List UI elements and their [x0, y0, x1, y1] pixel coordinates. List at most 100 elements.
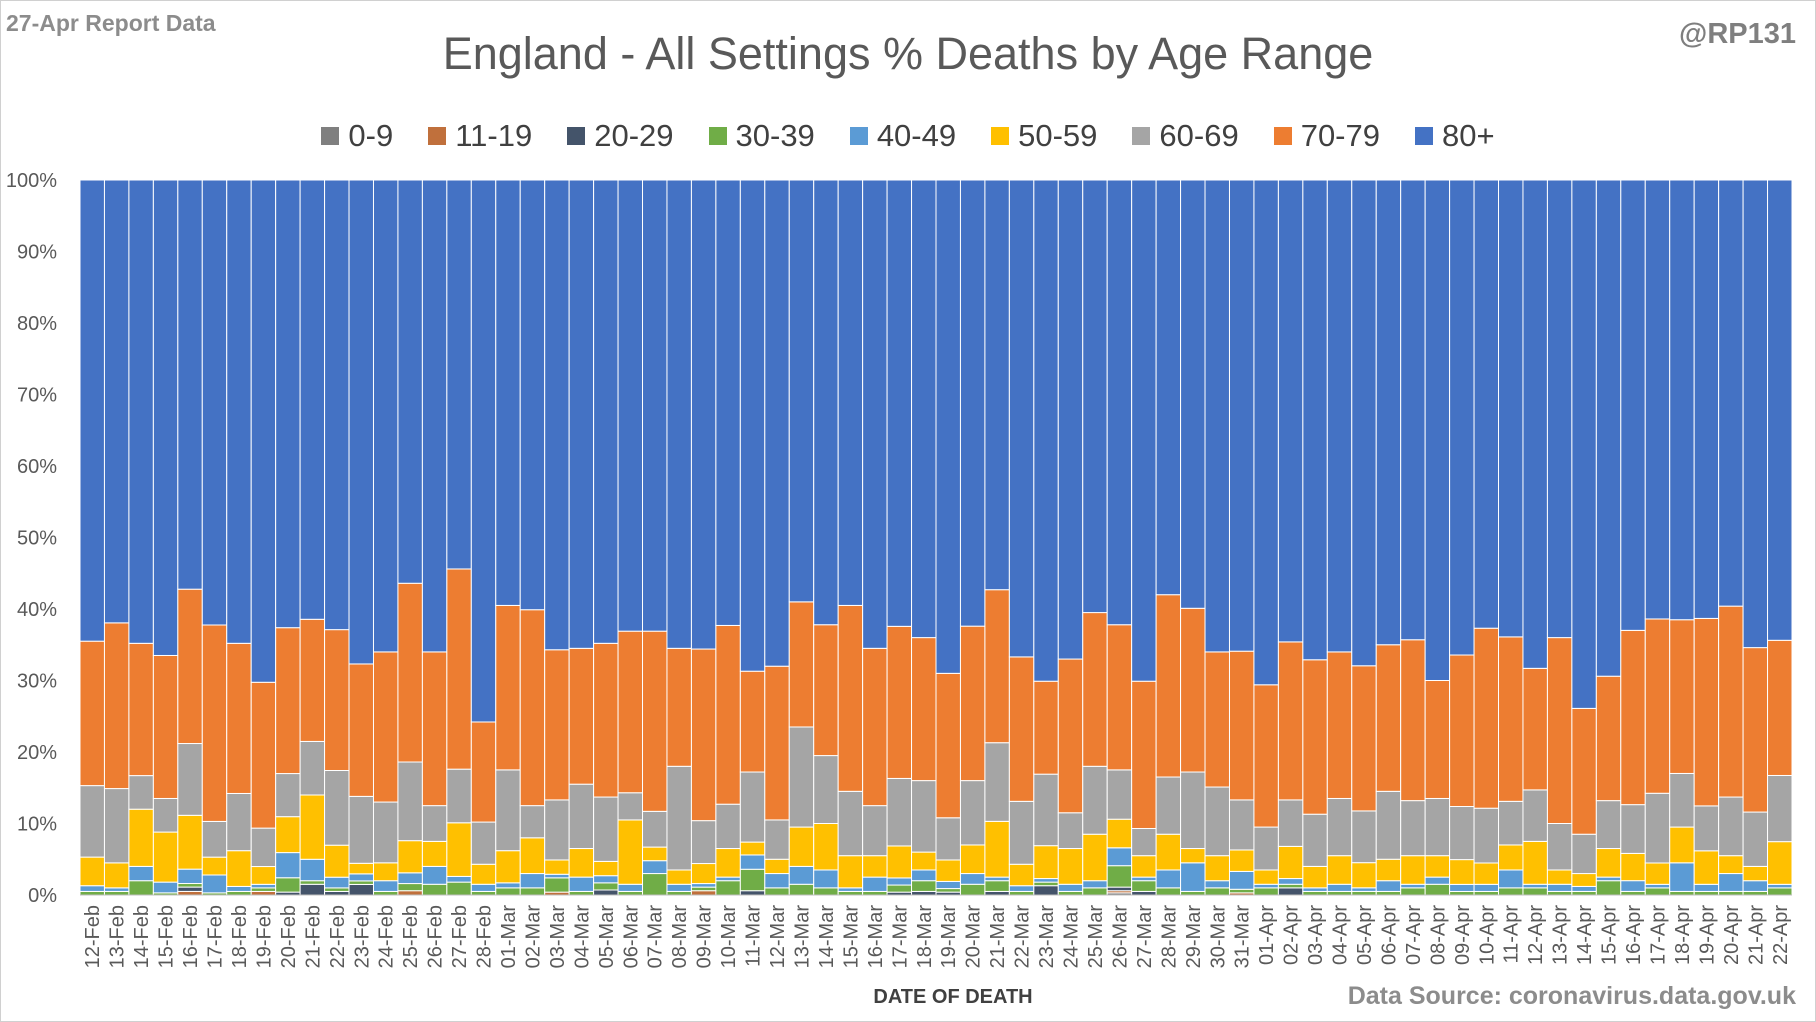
bar-segment-30-39 — [788, 883, 815, 896]
bar-segment-80 — [1277, 179, 1304, 643]
legend-swatch — [567, 127, 586, 145]
bar-segment-70-79 — [128, 642, 154, 777]
x-tick-label: 02-Mar — [522, 905, 544, 969]
x-tick-label: 21-Feb — [302, 905, 324, 968]
bar-segment-60-69 — [1302, 813, 1328, 867]
bar-segment-40-49 — [1326, 883, 1353, 892]
bar-segment-50-59 — [1669, 826, 1695, 864]
bar-segment-80 — [1693, 179, 1720, 619]
bar-segment-80 — [275, 179, 301, 629]
bar-segment-30-39 — [1595, 880, 1622, 896]
bar-segment-20-29 — [1033, 885, 1059, 896]
legend-item-60-69: 60-69 — [1132, 118, 1239, 154]
bar-segment-30-39 — [79, 890, 105, 896]
bar-segment-40-49 — [1302, 887, 1328, 892]
bar-segment-50-59 — [1082, 833, 1108, 882]
bar-segment-30-39 — [1326, 890, 1353, 896]
bar-segment-30-39 — [1449, 890, 1475, 896]
bar-segment-40-49 — [1546, 883, 1573, 892]
bar-segment-11-19 — [690, 890, 717, 896]
bar-segment-40-49 — [519, 873, 546, 889]
chart-title: England - All Settings % Deaths by Age R… — [442, 28, 1374, 79]
x-tick-label: 30-Mar — [1207, 905, 1229, 969]
x-tick-label: 09-Mar — [694, 905, 716, 969]
bar-segment-80 — [764, 179, 790, 667]
bar-segment-50-59 — [666, 869, 692, 885]
x-tick-label: 13-Feb — [107, 905, 129, 968]
bar-segment-60-69 — [275, 773, 301, 818]
bar-segment-20-29 — [593, 889, 619, 896]
bar-segment-30-39 — [397, 883, 423, 892]
legend-label: 40-49 — [876, 118, 957, 153]
bar-segment-70-79 — [1693, 617, 1720, 807]
bar-segment-80 — [1669, 179, 1695, 621]
bar-segment-50-59 — [1326, 855, 1353, 885]
bar-segment-70-79 — [1669, 619, 1695, 774]
bar-segment-40-49 — [1473, 883, 1500, 892]
legend-item-50-59: 50-59 — [991, 118, 1097, 154]
bar-segment-30-39 — [1498, 887, 1524, 896]
bar-segment-60-69 — [666, 765, 692, 871]
bar-segment-40-49 — [397, 872, 423, 885]
bar-segment-80 — [1302, 179, 1328, 661]
data-source: Data Source: coronavirus.data.gov.uk — [1347, 982, 1796, 1010]
bar-segment-50-59 — [299, 794, 326, 860]
bar-segment-70-79 — [446, 568, 472, 770]
bar-segment-80 — [201, 179, 228, 626]
bar-segment-50-59 — [103, 862, 130, 889]
author-handle: @RP131 — [1679, 18, 1796, 50]
bar-segment-30-39 — [1718, 890, 1744, 896]
x-tick-label: 22-Mar — [1012, 905, 1034, 969]
bar-segment-80 — [495, 179, 521, 606]
bar-segment-50-59 — [788, 826, 815, 867]
bar-segment-30-39 — [226, 890, 252, 896]
bar-segment-40-49 — [1228, 870, 1255, 890]
bar-segment-70-79 — [593, 642, 619, 798]
bar-segment-50-59 — [715, 848, 741, 878]
bar-segment-70-79 — [1253, 684, 1279, 828]
x-tick-label: 16-Apr — [1623, 905, 1645, 965]
bar-segment-50-59 — [1620, 852, 1646, 882]
x-tick-label: 17-Feb — [205, 905, 227, 968]
legend-label: 60-69 — [1159, 118, 1239, 153]
bar-segment-80 — [128, 179, 154, 644]
legend-swatch — [1132, 127, 1151, 145]
bar-segment-40-49 — [1644, 883, 1671, 889]
bar-segment-70-79 — [1326, 651, 1353, 799]
bar-segment-40-49 — [935, 880, 961, 890]
bar-segment-70-79 — [226, 642, 252, 794]
bar-segment-80 — [959, 179, 986, 627]
bar-segment-30-39 — [1351, 890, 1377, 896]
bar-segment-30-39 — [1082, 887, 1108, 896]
bar-segment-40-49 — [715, 876, 741, 882]
bar-segment-20-29 — [984, 890, 1010, 896]
bar-segment-50-59 — [372, 862, 399, 882]
bar-segment-40-49 — [128, 865, 154, 882]
x-tick-label: 27-Mar — [1134, 905, 1156, 969]
x-tick-label: 08-Mar — [669, 905, 691, 969]
bar-segment-50-59 — [1228, 849, 1255, 872]
bar-segment-50-59 — [1644, 862, 1671, 885]
bar-segment-50-59 — [1473, 862, 1500, 885]
bar-segment-30-39 — [1669, 890, 1695, 896]
bar-segment-40-49 — [617, 883, 644, 892]
bar-segment-60-69 — [642, 810, 668, 848]
x-tick-label: 04-Apr — [1330, 905, 1352, 965]
bar-segment-70-79 — [1155, 594, 1182, 778]
bar-segment-40-49 — [1008, 885, 1035, 892]
bar-segment-70-79 — [617, 630, 644, 794]
bar-segment-80 — [1033, 179, 1059, 682]
bar-segment-60-69 — [1473, 807, 1500, 864]
bar-segment-80 — [152, 179, 179, 656]
bar-segment-40-49 — [1424, 876, 1451, 885]
bar-segment-40-49 — [201, 874, 228, 894]
x-tick-label: 17-Apr — [1647, 905, 1669, 965]
bar-segment-50-59 — [495, 850, 521, 884]
bar-segment-50-59 — [642, 846, 668, 862]
bar-segment-60-69 — [1253, 826, 1279, 871]
bar-segment-30-39 — [1204, 887, 1230, 896]
bar-segment-20-29 — [911, 890, 937, 896]
bar-segment-70-79 — [837, 604, 864, 792]
bar-segment-80 — [593, 179, 619, 644]
bar-segment-80 — [739, 179, 766, 672]
